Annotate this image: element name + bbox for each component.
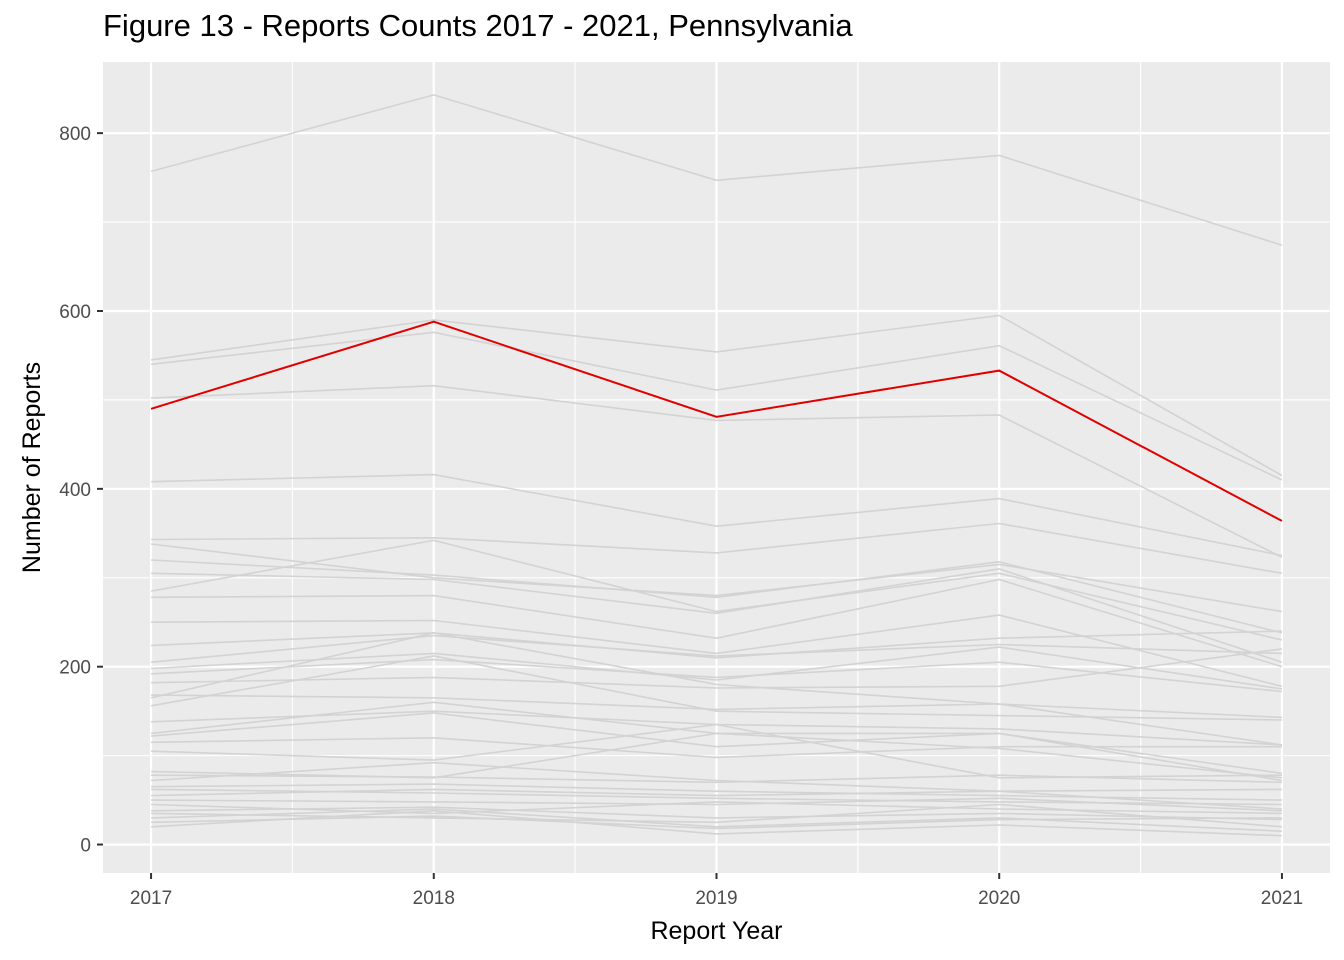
series-line	[151, 801, 1282, 815]
series-line	[151, 630, 1282, 659]
x-tick-label: 2018	[413, 888, 455, 909]
series-line	[151, 543, 1283, 613]
series-line	[151, 806, 1282, 821]
chart-title: Figure 13 - Reports Counts 2017 - 2021, …	[103, 8, 853, 43]
x-tick-label: 2020	[978, 888, 1020, 909]
series-line	[151, 648, 1283, 689]
series-line	[151, 559, 1283, 634]
series-line	[151, 797, 1282, 812]
series-line	[151, 736, 1282, 759]
x-tick-label: 2021	[1261, 888, 1303, 909]
series-line	[151, 808, 1282, 832]
x-tick-label: 2017	[130, 888, 172, 909]
series-line	[151, 712, 1283, 782]
series-line	[150, 94, 1283, 246]
series-line	[151, 384, 1283, 559]
highlight-series-line	[150, 320, 1283, 522]
series-line	[151, 578, 1283, 668]
series-line	[151, 658, 1282, 693]
series-line	[151, 614, 1283, 688]
series-line	[151, 473, 1283, 557]
y-tick-label: 600	[59, 302, 91, 323]
series-line	[151, 694, 1282, 719]
series-line	[150, 314, 1283, 477]
series-line	[150, 655, 1282, 721]
series-line	[151, 761, 1282, 793]
series-line	[151, 634, 1282, 663]
series-line	[151, 774, 1282, 784]
series-line	[151, 568, 1283, 663]
y-tick-label: 0	[80, 836, 91, 857]
x-tick-label: 2019	[695, 888, 737, 909]
y-tick-label: 800	[59, 124, 91, 145]
series-line	[151, 809, 1282, 837]
y-axis-title: Number of Reports	[18, 362, 46, 573]
series-line	[151, 646, 1283, 690]
y-tick-label: 400	[59, 480, 91, 501]
series-line	[150, 539, 1283, 641]
y-tick-label: 200	[59, 658, 91, 679]
x-axis-title: Report Year	[650, 917, 782, 945]
series-line	[151, 331, 1283, 481]
series-line	[151, 788, 1282, 810]
series-line	[151, 815, 1282, 830]
series-line	[151, 522, 1283, 575]
